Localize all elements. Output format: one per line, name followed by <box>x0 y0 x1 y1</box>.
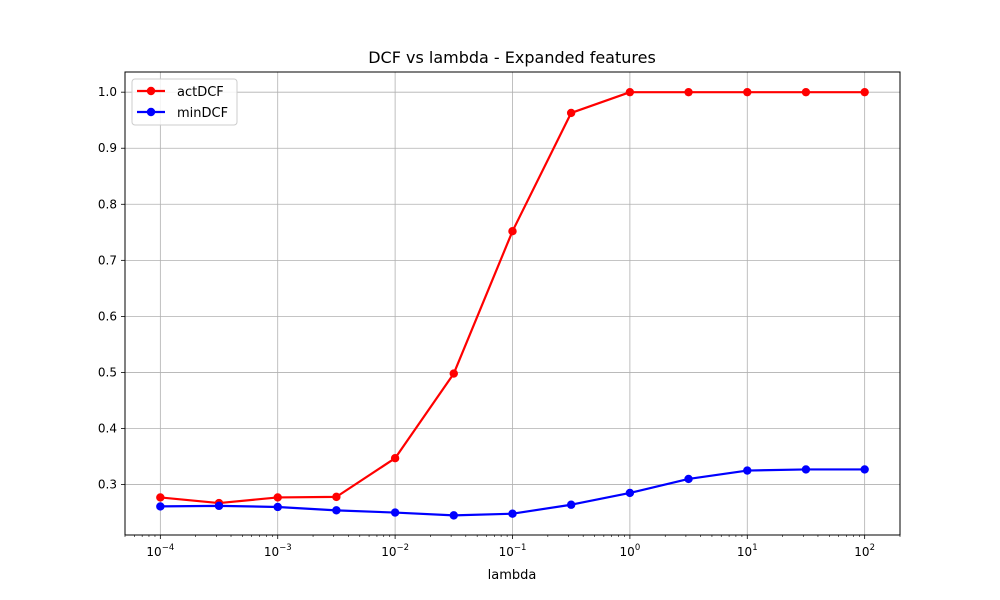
series-layer <box>156 87 869 520</box>
data-point-mindcf <box>566 500 576 509</box>
x-tick-label: 100 <box>620 543 641 559</box>
legend-marker-actdcf <box>146 86 156 96</box>
data-point-actdcf <box>860 87 869 97</box>
chart-title: DCF vs lambda - Expanded features <box>368 48 656 67</box>
data-point-mindcf <box>743 466 752 475</box>
legend-label-actdcf: actDCF <box>177 85 224 100</box>
x-tick-label: 10−4 <box>146 543 174 559</box>
data-point-mindcf <box>156 502 165 511</box>
data-point-mindcf <box>860 465 869 474</box>
y-tick-label: 0.7 <box>98 253 117 267</box>
data-point-mindcf <box>684 474 693 484</box>
data-point-actdcf <box>625 87 635 97</box>
legend: actDCF minDCF <box>131 78 238 126</box>
data-point-actdcf <box>801 87 811 97</box>
data-point-mindcf <box>625 488 635 498</box>
y-tick-label: 0.4 <box>98 421 117 435</box>
data-point-mindcf <box>214 501 224 511</box>
y-tick-label: 0.8 <box>98 197 117 211</box>
y-tick-label: 0.5 <box>98 365 117 379</box>
axes: 10−4 10−3 10−2 10−1 100 101 102 0.3 0.4 0.5 0.6 0.7… <box>98 85 901 559</box>
data-point-actdcf <box>566 108 576 118</box>
x-tick-label: 102 <box>854 543 875 559</box>
data-point-mindcf <box>508 509 517 518</box>
data-point-mindcf <box>390 508 400 517</box>
x-tick-label: 10−1 <box>499 543 527 559</box>
x-tick-label: 101 <box>737 543 758 559</box>
data-point-actdcf <box>684 87 693 97</box>
y-tick-label: 1.0 <box>98 85 117 99</box>
data-point-actdcf <box>743 87 752 97</box>
legend-marker-mindcf <box>146 107 156 117</box>
data-point-actdcf <box>390 454 400 463</box>
x-axis-label: lambda <box>488 568 537 583</box>
data-point-mindcf <box>449 511 458 520</box>
legend-label-mindcf: minDCF <box>177 106 228 121</box>
y-tick-label: 0.3 <box>98 478 117 492</box>
data-point-mindcf <box>273 502 282 512</box>
grid <box>125 72 900 535</box>
y-tick-label: 0.6 <box>98 309 117 323</box>
x-tick-label: 10−2 <box>381 543 409 559</box>
data-point-actdcf <box>508 226 517 236</box>
data-point-actdcf <box>449 369 458 378</box>
data-point-actdcf <box>273 493 282 502</box>
x-tick-label: 10−3 <box>264 543 292 559</box>
data-point-actdcf <box>332 492 341 502</box>
y-tick-label: 0.9 <box>98 141 117 155</box>
data-point-mindcf <box>332 506 341 515</box>
data-point-mindcf <box>801 465 811 474</box>
data-point-actdcf <box>156 493 165 502</box>
